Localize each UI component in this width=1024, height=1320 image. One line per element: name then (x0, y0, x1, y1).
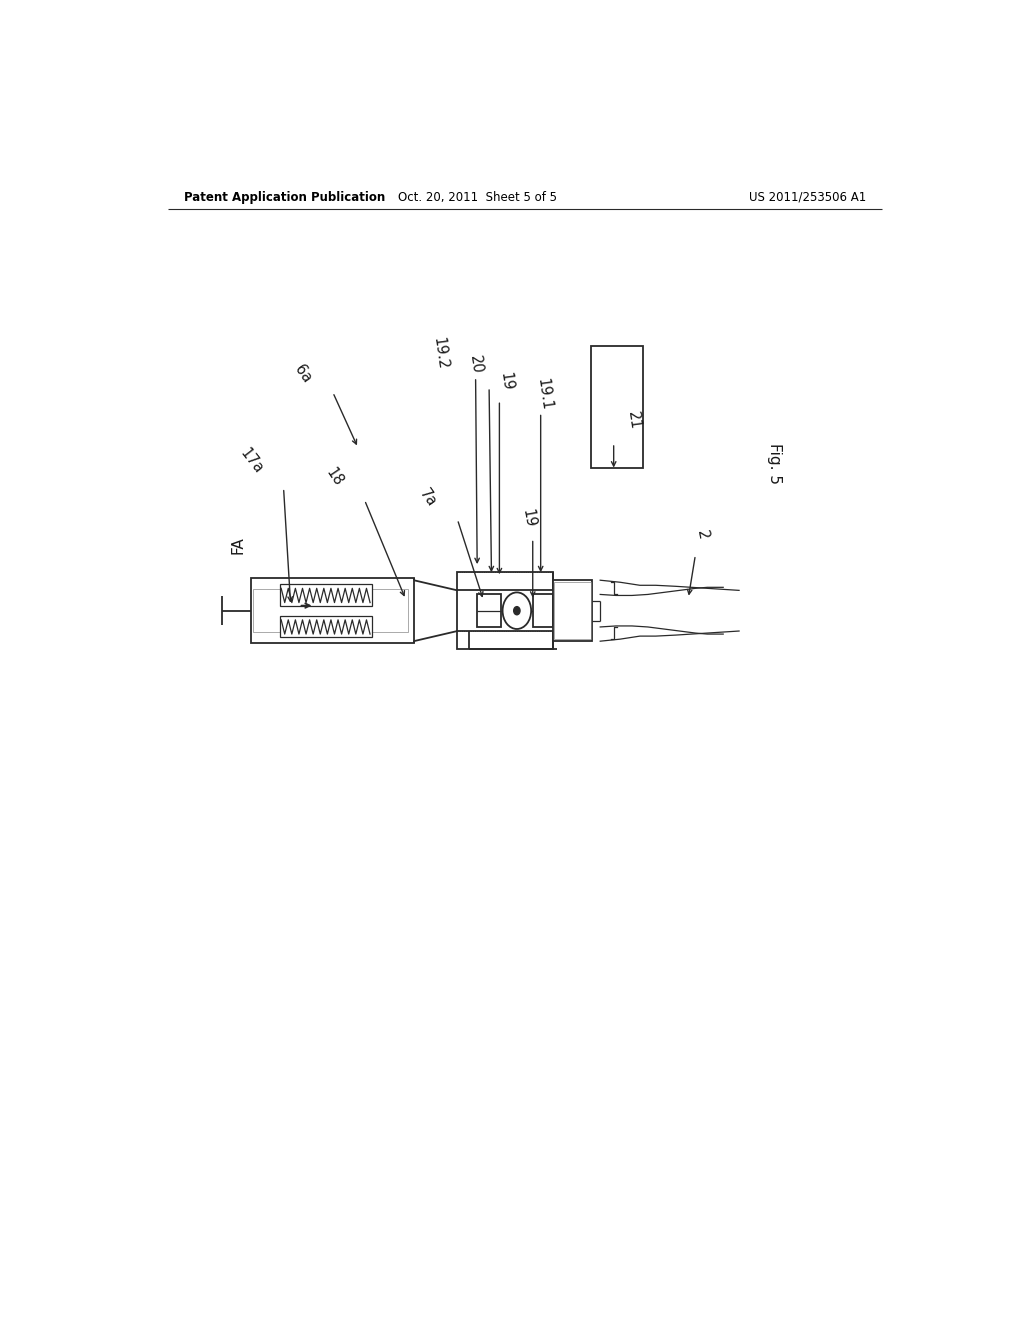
Text: US 2011/253506 A1: US 2011/253506 A1 (749, 190, 866, 203)
Text: Patent Application Publication: Patent Application Publication (183, 190, 385, 203)
Text: FA: FA (230, 536, 245, 553)
Bar (458, 631, 553, 649)
Text: 2: 2 (693, 528, 710, 540)
Circle shape (514, 607, 520, 615)
Bar (554, 582, 591, 639)
Text: 7a: 7a (417, 486, 439, 510)
Text: Fig. 5: Fig. 5 (767, 442, 782, 484)
Bar (281, 585, 372, 606)
Bar (458, 572, 553, 590)
Text: 19.1: 19.1 (535, 378, 554, 412)
Text: 19.2: 19.2 (430, 337, 450, 371)
Text: Oct. 20, 2011  Sheet 5 of 5: Oct. 20, 2011 Sheet 5 of 5 (397, 190, 557, 203)
Text: 19: 19 (520, 508, 538, 528)
Text: 6a: 6a (291, 362, 314, 385)
Bar (281, 615, 372, 638)
Text: 17a: 17a (237, 446, 265, 477)
Bar (592, 346, 643, 469)
Bar (553, 581, 592, 642)
Bar (251, 578, 414, 643)
Bar (253, 589, 409, 632)
Bar (532, 594, 553, 627)
Bar (477, 594, 501, 627)
Text: 20: 20 (467, 354, 484, 375)
Text: 19: 19 (497, 372, 514, 392)
Text: 18: 18 (323, 466, 346, 490)
Text: 21: 21 (625, 411, 642, 430)
